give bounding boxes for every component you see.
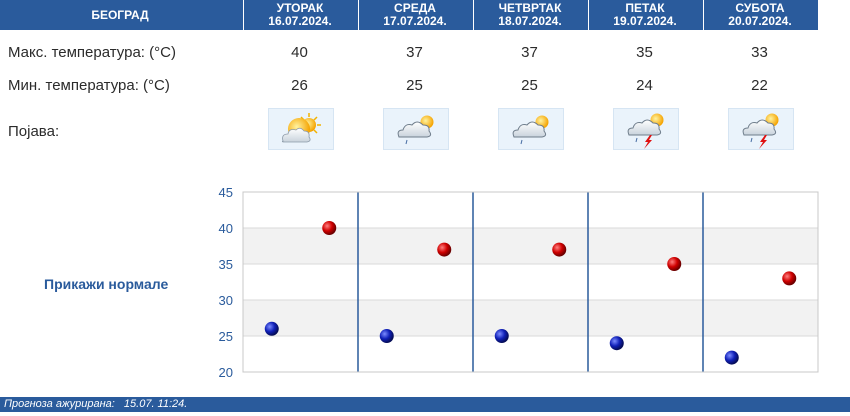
chart-band	[243, 228, 818, 264]
forecast-header: БЕОГРАД УТОРАК 16.07.2024. СРЕДА 17.07.2…	[0, 0, 818, 30]
day-header-2: ЧЕТВРТАК 18.07.2024.	[473, 0, 586, 30]
min-temp-point	[379, 329, 394, 343]
min-temp-value: 24	[636, 77, 653, 94]
day-name: УТОРАК	[276, 1, 324, 15]
max-temp-value: 37	[521, 44, 538, 61]
chart-frame	[242, 191, 819, 373]
min-temp-label: Мин. температура: (°C)	[8, 77, 170, 94]
max-temp-label: Макс. температура: (°C)	[8, 44, 176, 61]
max-temp-point	[782, 271, 797, 286]
y-tick-label: 35	[219, 257, 233, 272]
min-temp-point	[494, 329, 509, 343]
city-name: БЕОГРАД	[91, 8, 149, 22]
cloud-sun-drizzle-icon	[383, 108, 449, 150]
day-name: ПЕТАК	[625, 1, 665, 15]
y-tick-label: 20	[219, 365, 233, 380]
day-date: 16.07.2024.	[268, 14, 332, 28]
y-tick-label: 45	[219, 185, 233, 200]
min-temp-point	[609, 336, 624, 351]
min-temp-value: 22	[751, 77, 768, 94]
day-name: СУБОТА	[735, 1, 785, 15]
min-temp-value: 26	[291, 77, 308, 94]
y-tick-label: 25	[219, 329, 233, 344]
max-temp-value: 35	[636, 44, 653, 61]
day-date: 19.07.2024.	[613, 14, 677, 28]
max-temp-point	[667, 257, 682, 271]
day-header-1: СРЕДА 17.07.2024.	[358, 0, 471, 30]
max-temp-point	[437, 242, 452, 257]
update-time: 15.07. 11:24.	[123, 398, 188, 410]
max-temp-value: 37	[406, 44, 423, 61]
cloud-sun-thunder-icon	[613, 108, 679, 150]
day-header-4: СУБОТА 20.07.2024.	[703, 0, 816, 30]
show-normals-link[interactable]: Прикажи нормале	[44, 276, 169, 292]
day-date: 18.07.2024.	[498, 14, 562, 28]
min-temp-value: 25	[406, 77, 423, 94]
partly-cloudy-sun-icon	[268, 108, 334, 150]
max-temp-point	[322, 221, 337, 235]
update-label: Прогноза ажурирана:	[4, 398, 115, 410]
y-tick-label: 40	[219, 221, 233, 236]
day-header-3: ПЕТАК 19.07.2024.	[588, 0, 701, 30]
chart-band	[243, 300, 818, 336]
y-tick-label: 30	[219, 293, 233, 308]
day-header-0: УТОРАК 16.07.2024.	[243, 0, 356, 30]
min-temp-point	[264, 321, 279, 336]
temperature-chart: 45 40 35 30 25 20	[219, 185, 819, 380]
cloud-sun-drizzle-icon	[498, 108, 564, 150]
day-date: 17.07.2024.	[383, 14, 447, 28]
cloud-sun-thunder-icon	[728, 108, 794, 150]
day-date: 20.07.2024.	[728, 14, 792, 28]
min-temp-value: 25	[521, 77, 538, 94]
max-temp-value: 40	[291, 44, 308, 61]
day-name: ЧЕТВРТАК	[498, 1, 562, 15]
phenomena-label: Појава:	[8, 123, 60, 140]
max-temp-value: 33	[751, 44, 768, 61]
max-temp-point	[552, 242, 567, 257]
day-name: СРЕДА	[394, 1, 436, 15]
min-temp-point	[724, 350, 739, 365]
update-footer: Прогноза ажурирана: 15.07. 11:24.	[0, 397, 850, 412]
